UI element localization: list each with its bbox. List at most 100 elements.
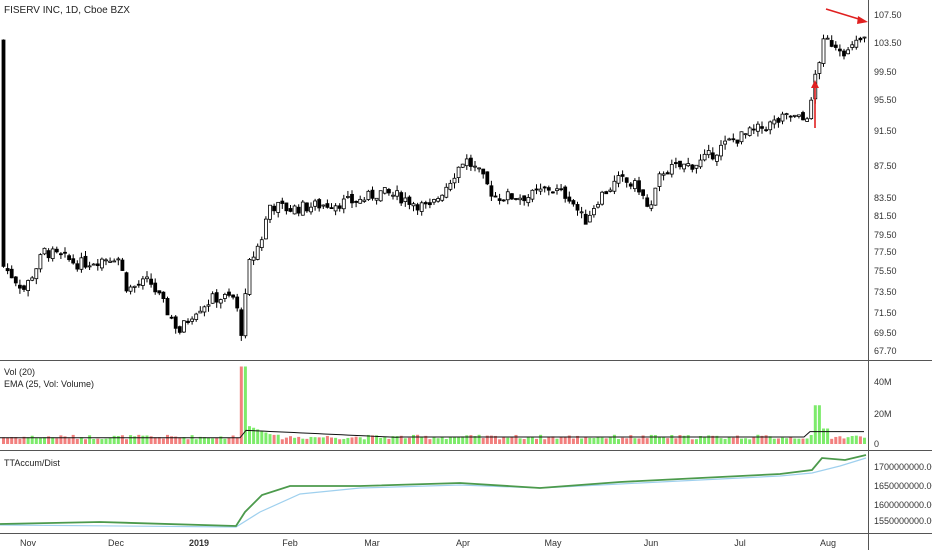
volume-tick: 20M — [874, 409, 892, 419]
candle-body — [309, 206, 313, 213]
candle-body — [706, 150, 711, 156]
candle-body — [686, 163, 691, 167]
candle-body — [202, 306, 207, 313]
candle-body — [764, 129, 768, 132]
volume-bar — [260, 430, 264, 444]
panel-divider-2[interactable] — [0, 450, 932, 451]
candle-body — [583, 213, 588, 225]
volume-bar — [137, 434, 141, 444]
price-tick: 79.50 — [874, 230, 897, 240]
volume-bar — [10, 437, 14, 444]
candle-body — [407, 196, 412, 205]
candle-body — [653, 187, 658, 206]
volume-bar — [305, 438, 309, 444]
candle-body — [739, 131, 744, 143]
volume-bar — [346, 437, 350, 444]
volume-bar — [215, 438, 219, 444]
time-tick: Jul — [734, 538, 746, 548]
volume-bar — [436, 438, 440, 444]
candle-body — [514, 198, 518, 200]
candle-body — [542, 186, 547, 189]
candle-body — [91, 263, 96, 266]
candle-body — [530, 189, 535, 200]
volume-bar — [752, 436, 756, 444]
volume-bar — [682, 435, 686, 444]
candle-body — [210, 293, 215, 304]
volume-label[interactable]: Vol (20) — [4, 367, 36, 377]
candle-body — [612, 180, 617, 192]
volume-axis[interactable]: 40M 20M 0 — [868, 360, 932, 450]
candle-body — [67, 255, 71, 261]
candle-body — [448, 182, 453, 190]
volume-bar — [428, 439, 432, 444]
price-axis[interactable]: 107.50 103.50 99.50 95.50 91.50 87.50 83.50 81.… — [868, 0, 932, 360]
candle-body — [235, 296, 240, 309]
candle-body — [661, 173, 666, 176]
volume-bar — [293, 437, 297, 444]
volume-bar — [248, 426, 251, 444]
volume-bar — [59, 435, 63, 444]
volume-bar — [461, 436, 465, 444]
volume-bar — [830, 438, 834, 444]
volume-ema-label[interactable]: EMA (25, Vol: Volume) — [4, 379, 95, 389]
candle-body — [842, 50, 846, 57]
candle-body — [575, 204, 580, 211]
volume-bar — [92, 438, 96, 444]
volume-bar — [641, 435, 645, 444]
candle-body — [46, 250, 51, 259]
volume-bar — [481, 438, 485, 444]
axis-divider — [868, 0, 869, 550]
volume-tick: 0 — [874, 439, 880, 449]
candle-body — [497, 198, 502, 201]
candle-body — [649, 204, 654, 209]
volume-bar — [71, 434, 75, 444]
candle-body — [419, 202, 424, 212]
candle-body — [42, 247, 47, 255]
volume-bar — [157, 437, 161, 444]
candle-body — [87, 265, 92, 268]
accum-label[interactable]: TTAccum/Dist — [4, 458, 60, 468]
volume-bar — [772, 438, 776, 444]
time-axis[interactable]: Nov Dec 2019 Feb Mar Apr May Jun Jul Aug — [0, 533, 868, 550]
chart-canvas[interactable] — [0, 0, 868, 533]
candle-body — [473, 165, 477, 168]
volume-bar — [621, 437, 625, 444]
volume-bar — [309, 436, 313, 444]
candle-body — [715, 154, 719, 162]
candle-body — [333, 205, 338, 212]
volume-bar — [268, 434, 272, 444]
volume-bar — [719, 438, 723, 444]
volume-bar — [645, 438, 649, 444]
candle-body — [674, 162, 678, 165]
candle-body — [268, 204, 272, 220]
annotation-arrowhead-right — [857, 16, 868, 24]
volume-bar — [342, 438, 346, 444]
volume-bar — [469, 435, 473, 444]
panel-divider-1[interactable] — [0, 360, 932, 361]
volume-bar — [301, 438, 305, 444]
volume-bar — [817, 405, 821, 444]
candle-body — [218, 299, 223, 304]
price-tick: 71.50 — [874, 308, 897, 318]
candle-body — [378, 190, 383, 202]
volume-bar — [51, 437, 55, 444]
candle-body — [284, 202, 289, 212]
volume-bar — [584, 437, 588, 444]
candle-body — [304, 202, 309, 212]
candle-body — [452, 177, 457, 184]
volume-bar — [539, 434, 543, 444]
accum-average-line — [0, 457, 867, 528]
volume-bar — [18, 438, 22, 444]
volume-bar — [407, 437, 411, 444]
candle-body — [760, 126, 764, 129]
volume-bar — [723, 438, 727, 444]
candle-body — [153, 282, 158, 293]
volume-bar — [699, 435, 702, 444]
volume-bar — [14, 437, 18, 444]
volume-bar — [809, 434, 813, 444]
accum-axis[interactable]: 1700000000.00 1650000000.00 1600000000.00 1… — [868, 450, 932, 533]
volume-bar — [198, 436, 202, 444]
candle-body — [723, 140, 727, 145]
volume-bar — [231, 435, 235, 444]
volume-bar — [776, 438, 780, 444]
